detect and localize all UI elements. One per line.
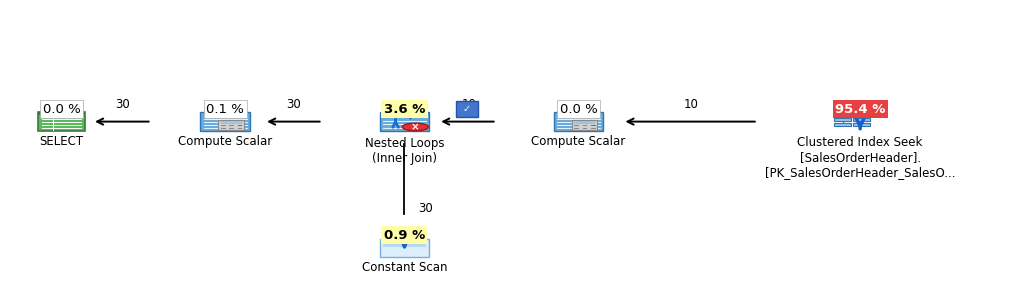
FancyBboxPatch shape [201, 112, 250, 131]
FancyBboxPatch shape [383, 239, 426, 247]
Text: Compute Scalar: Compute Scalar [178, 135, 272, 148]
Text: 30: 30 [116, 98, 130, 111]
Text: 0.1 %: 0.1 % [207, 102, 244, 116]
FancyBboxPatch shape [852, 113, 868, 117]
Circle shape [854, 109, 866, 113]
Text: Compute Scalar: Compute Scalar [531, 135, 626, 148]
FancyBboxPatch shape [38, 112, 85, 131]
Text: 0.0 %: 0.0 % [560, 102, 597, 116]
Text: 30: 30 [287, 98, 301, 111]
FancyBboxPatch shape [835, 118, 852, 121]
Text: Constant Scan: Constant Scan [361, 261, 447, 275]
FancyBboxPatch shape [221, 121, 242, 124]
FancyBboxPatch shape [218, 120, 244, 130]
FancyBboxPatch shape [221, 125, 226, 126]
FancyBboxPatch shape [574, 121, 595, 124]
Text: 30: 30 [418, 202, 432, 215]
Text: ×: × [411, 122, 420, 132]
FancyBboxPatch shape [229, 125, 234, 126]
Text: SELECT: SELECT [39, 135, 84, 148]
FancyBboxPatch shape [853, 118, 870, 121]
Text: ✓: ✓ [463, 104, 471, 114]
Circle shape [402, 123, 428, 131]
FancyBboxPatch shape [554, 112, 603, 131]
FancyBboxPatch shape [571, 120, 597, 130]
FancyBboxPatch shape [591, 125, 596, 126]
Text: Clustered Index Seek
[SalesOrderHeader].
[PK_SalesOrderHeader_SalesO...: Clustered Index Seek [SalesOrderHeader].… [765, 136, 955, 179]
FancyBboxPatch shape [38, 112, 85, 116]
FancyBboxPatch shape [574, 125, 580, 126]
FancyBboxPatch shape [238, 125, 243, 126]
Text: 10: 10 [462, 98, 476, 111]
Text: 0.0 %: 0.0 % [43, 102, 80, 116]
Text: 10: 10 [684, 98, 698, 111]
Text: Nested Loops
(Inner Join): Nested Loops (Inner Join) [365, 137, 444, 165]
Text: 95.4 %: 95.4 % [835, 102, 886, 116]
FancyBboxPatch shape [380, 239, 429, 257]
Text: 0.9 %: 0.9 % [384, 229, 425, 242]
Text: 3.6 %: 3.6 % [384, 102, 425, 116]
FancyBboxPatch shape [456, 101, 478, 117]
FancyBboxPatch shape [380, 112, 429, 131]
FancyBboxPatch shape [853, 123, 870, 126]
FancyBboxPatch shape [583, 125, 588, 126]
FancyBboxPatch shape [835, 123, 852, 126]
